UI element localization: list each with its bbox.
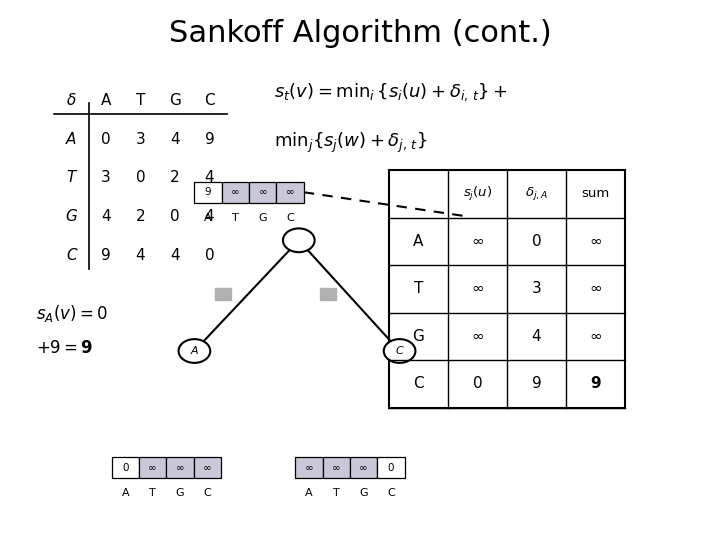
Text: $\mathrm{min}_j\{s_j(w) + \delta_{j,\,t}\}$: $\mathrm{min}_j\{s_j(w) + \delta_{j,\,t}… bbox=[274, 131, 427, 155]
Text: $s_t(v) = \mathrm{min}_i\, \{s_i(u) + \delta_{i,\,t}\} +$: $s_t(v) = \mathrm{min}_i\, \{s_i(u) + \d… bbox=[274, 81, 507, 103]
Text: A: A bbox=[305, 488, 312, 498]
FancyBboxPatch shape bbox=[323, 457, 350, 478]
Text: T: T bbox=[135, 93, 145, 108]
Text: ∞: ∞ bbox=[286, 187, 294, 197]
Text: 4: 4 bbox=[170, 132, 180, 146]
Text: 9: 9 bbox=[101, 248, 111, 263]
Text: G: G bbox=[258, 213, 267, 222]
Text: ∞: ∞ bbox=[471, 234, 484, 249]
Text: C: C bbox=[387, 488, 395, 498]
Text: A: A bbox=[191, 346, 198, 356]
Text: 2: 2 bbox=[135, 210, 145, 224]
Circle shape bbox=[179, 339, 210, 363]
Text: T: T bbox=[333, 488, 340, 498]
Text: ∞: ∞ bbox=[332, 463, 341, 472]
Text: ∞: ∞ bbox=[231, 187, 240, 197]
FancyBboxPatch shape bbox=[139, 457, 166, 478]
Text: T: T bbox=[232, 213, 239, 222]
Text: 9: 9 bbox=[204, 132, 215, 146]
Text: C: C bbox=[204, 93, 215, 108]
Text: ∞: ∞ bbox=[589, 281, 602, 296]
FancyBboxPatch shape bbox=[350, 457, 377, 478]
FancyBboxPatch shape bbox=[166, 457, 194, 478]
Text: T: T bbox=[66, 171, 76, 185]
Text: ∞: ∞ bbox=[471, 329, 484, 344]
Text: 4: 4 bbox=[170, 248, 180, 263]
Text: ∞: ∞ bbox=[471, 281, 484, 296]
Text: A: A bbox=[66, 132, 76, 146]
Text: T: T bbox=[149, 488, 156, 498]
Text: C: C bbox=[287, 213, 294, 222]
FancyBboxPatch shape bbox=[276, 182, 304, 202]
Text: $s_j(u)$: $s_j(u)$ bbox=[463, 185, 492, 203]
Text: A: A bbox=[101, 93, 111, 108]
Text: 0: 0 bbox=[387, 463, 395, 472]
Text: 0: 0 bbox=[101, 132, 111, 146]
FancyBboxPatch shape bbox=[222, 182, 249, 202]
Text: G: G bbox=[413, 329, 424, 344]
Text: 0: 0 bbox=[122, 463, 129, 472]
FancyBboxPatch shape bbox=[249, 182, 276, 202]
Text: sum: sum bbox=[581, 187, 610, 200]
Text: ∞: ∞ bbox=[359, 463, 368, 472]
Text: ∞: ∞ bbox=[589, 234, 602, 249]
Text: ∞: ∞ bbox=[589, 329, 602, 344]
Text: 3: 3 bbox=[135, 132, 145, 146]
Text: 4: 4 bbox=[204, 171, 215, 185]
Text: ∞: ∞ bbox=[203, 463, 212, 472]
Text: T: T bbox=[413, 281, 423, 296]
FancyBboxPatch shape bbox=[377, 457, 405, 478]
Text: 4: 4 bbox=[101, 210, 111, 224]
Text: A: A bbox=[122, 488, 129, 498]
Text: $\delta_{j,A}$: $\delta_{j,A}$ bbox=[525, 185, 548, 202]
Text: 0: 0 bbox=[204, 248, 215, 263]
FancyBboxPatch shape bbox=[389, 170, 625, 408]
Text: δ: δ bbox=[66, 93, 76, 108]
Text: G: G bbox=[176, 488, 184, 498]
Text: 0: 0 bbox=[135, 171, 145, 185]
FancyBboxPatch shape bbox=[194, 457, 221, 478]
Text: 0: 0 bbox=[531, 234, 541, 249]
FancyBboxPatch shape bbox=[295, 457, 323, 478]
FancyBboxPatch shape bbox=[320, 288, 336, 300]
Text: 9: 9 bbox=[531, 376, 541, 392]
FancyBboxPatch shape bbox=[112, 457, 139, 478]
Text: 4: 4 bbox=[531, 329, 541, 344]
Text: G: G bbox=[169, 93, 181, 108]
Text: ∞: ∞ bbox=[148, 463, 157, 472]
Text: 4: 4 bbox=[135, 248, 145, 263]
Text: Sankoff Algorithm (cont.): Sankoff Algorithm (cont.) bbox=[168, 19, 552, 48]
Text: 4: 4 bbox=[204, 210, 215, 224]
Text: 3: 3 bbox=[531, 281, 541, 296]
FancyBboxPatch shape bbox=[194, 182, 222, 202]
Text: C: C bbox=[413, 376, 423, 392]
Text: ∞: ∞ bbox=[176, 463, 184, 472]
Circle shape bbox=[283, 228, 315, 252]
Text: G: G bbox=[66, 210, 77, 224]
Text: C: C bbox=[204, 488, 211, 498]
Text: 0: 0 bbox=[472, 376, 482, 392]
Text: ∞: ∞ bbox=[258, 187, 267, 197]
Text: G: G bbox=[359, 488, 368, 498]
Text: $+ 9 = \mathbf{9}$: $+ 9 = \mathbf{9}$ bbox=[36, 340, 94, 357]
Text: A: A bbox=[204, 213, 212, 222]
Circle shape bbox=[384, 339, 415, 363]
Text: C: C bbox=[396, 346, 403, 356]
Text: 2: 2 bbox=[170, 171, 180, 185]
Text: 3: 3 bbox=[101, 171, 111, 185]
FancyBboxPatch shape bbox=[215, 288, 231, 300]
Text: 0: 0 bbox=[170, 210, 180, 224]
Text: A: A bbox=[413, 234, 423, 249]
Text: ∞: ∞ bbox=[305, 463, 313, 472]
Text: C: C bbox=[66, 248, 76, 263]
Text: 9: 9 bbox=[204, 187, 212, 197]
Text: $s_A(v) = 0$: $s_A(v) = 0$ bbox=[36, 303, 108, 323]
Text: 9: 9 bbox=[590, 376, 600, 392]
